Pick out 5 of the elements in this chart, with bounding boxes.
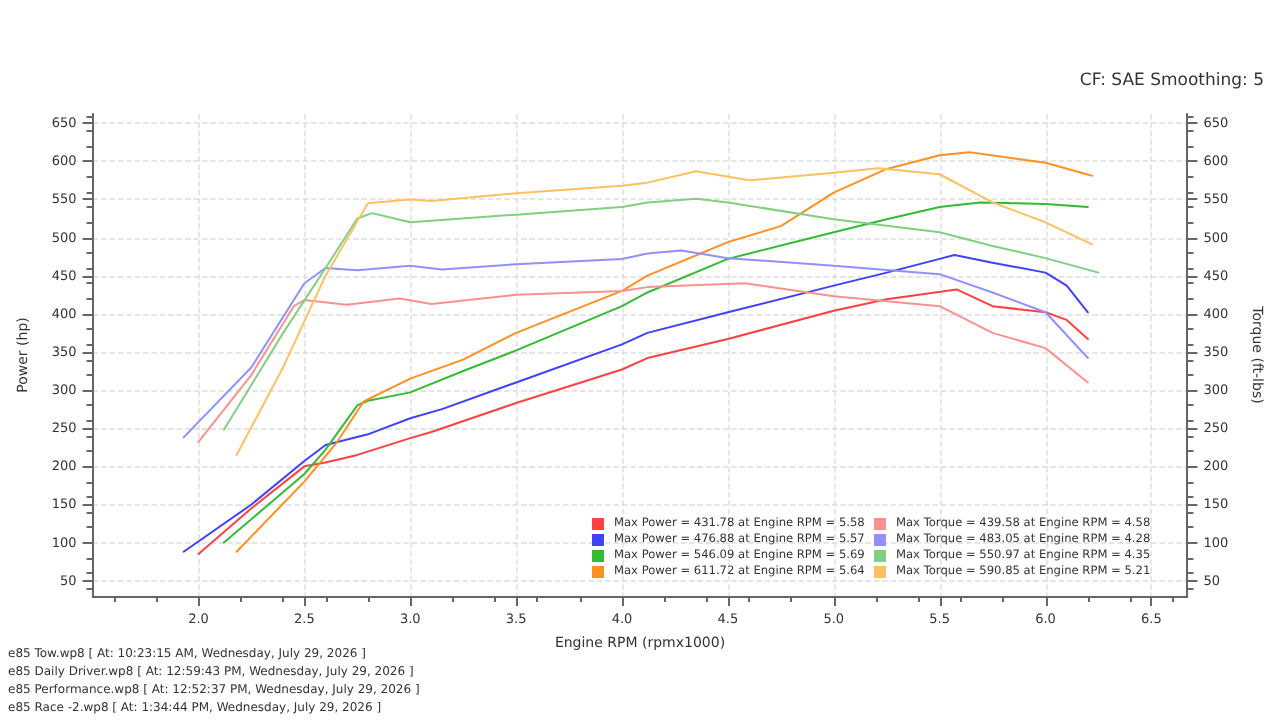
line-series [222, 197, 1100, 431]
line-series [235, 167, 1094, 456]
line-series [197, 282, 1089, 443]
chart-subtitle: CF: SAE Smoothing: 5 [1079, 71, 1265, 91]
line-series [182, 249, 1089, 439]
